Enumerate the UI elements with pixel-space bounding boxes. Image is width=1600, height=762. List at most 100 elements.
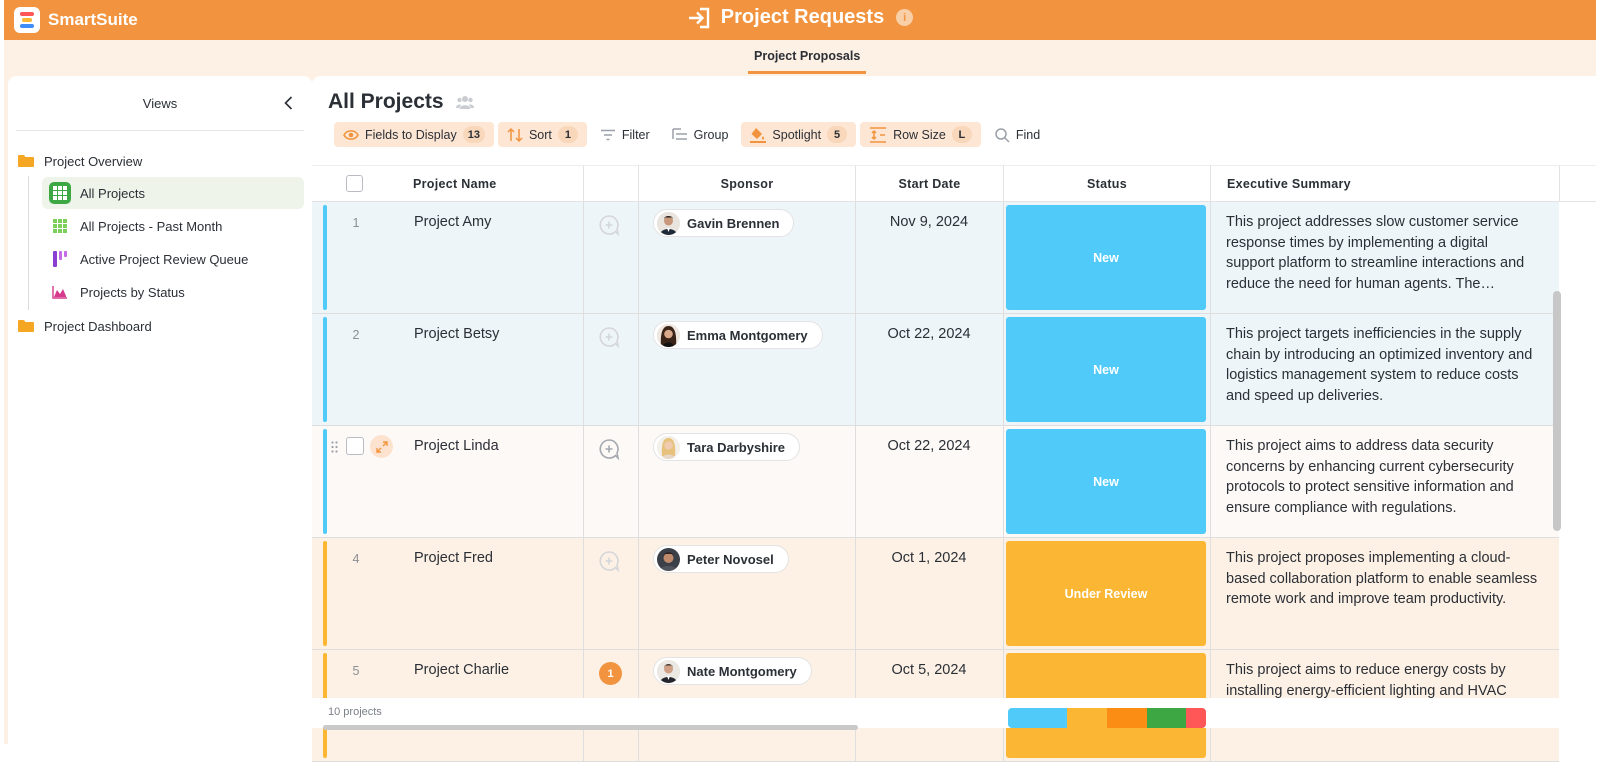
- extra-column-header: [1559, 165, 1596, 202]
- table-row[interactable]: 2 Project Betsy Emma Montgomery Oct 22, …: [312, 314, 1559, 426]
- sponsor-chip[interactable]: Gavin Brennen: [653, 209, 795, 237]
- views-header: Views: [16, 76, 304, 131]
- sponsor-chip[interactable]: Emma Montgomery: [653, 321, 823, 349]
- grid-view-icon: [49, 182, 71, 204]
- start-date[interactable]: Oct 22, 2024: [887, 326, 971, 342]
- spotlight-count-badge: 5: [827, 126, 848, 143]
- sort-label: Sort: [528, 127, 552, 142]
- spotlight-label: Spotlight: [772, 127, 822, 142]
- project-name[interactable]: Project Amy: [414, 214, 492, 230]
- expand-record-button[interactable]: [370, 435, 393, 458]
- select-all-checkbox[interactable]: [346, 175, 363, 192]
- row-number: 5: [352, 664, 360, 678]
- select-all-header: Project Name: [312, 165, 583, 202]
- status-badge[interactable]: Under Review: [1006, 541, 1206, 646]
- search-icon: [995, 127, 1010, 143]
- table-row[interactable]: Project Linda Tara Darbyshire Oct 22, 20…: [312, 426, 1559, 538]
- table-row[interactable]: 4 Project Fred Peter Novosel Oct 1, 2024…: [312, 538, 1559, 650]
- column-header-start-date[interactable]: Start Date: [855, 165, 1003, 202]
- status-distribution-segment: [1186, 708, 1206, 728]
- view-label: Active Project Review Queue: [80, 251, 249, 267]
- add-comment-icon[interactable]: [598, 550, 620, 572]
- sort-count-badge: 1: [557, 126, 578, 143]
- executive-summary[interactable]: This project proposes implementing a clo…: [1226, 550, 1538, 607]
- view-all-projects-past-month[interactable]: All Projects - Past Month: [42, 210, 304, 242]
- executive-summary[interactable]: This project targets inefficiencies in t…: [1226, 326, 1533, 404]
- column-header-status[interactable]: Status: [1003, 165, 1210, 202]
- sponsor-name: Emma Montgomery: [687, 327, 808, 343]
- sponsor-name: Gavin Brennen: [687, 215, 780, 231]
- row-color-bar: [323, 429, 327, 534]
- fields-to-display-button[interactable]: Fields to Display 13: [334, 122, 494, 147]
- group-label: Group: [693, 127, 729, 142]
- people-icon[interactable]: [455, 95, 474, 109]
- start-date[interactable]: Oct 22, 2024: [887, 438, 971, 454]
- project-name[interactable]: Project Linda: [414, 438, 499, 454]
- avatar: [657, 211, 680, 235]
- executive-summary[interactable]: This project addresses slow customer ser…: [1226, 214, 1525, 292]
- row-checkbox[interactable]: [346, 437, 364, 455]
- tree-line: [28, 176, 29, 310]
- column-header-project-name[interactable]: Project Name: [413, 176, 497, 191]
- comment-count-badge[interactable]: 1: [599, 662, 622, 685]
- executive-summary[interactable]: This project aims to address data securi…: [1226, 438, 1514, 516]
- records-grid: Project Name Sponsor Start Date Status E…: [312, 165, 1596, 762]
- sponsor-chip[interactable]: Nate Montgomery: [653, 657, 812, 685]
- filter-button[interactable]: Filter: [591, 122, 659, 147]
- sponsor-chip[interactable]: Tara Darbyshire: [653, 433, 801, 461]
- project-name[interactable]: Project Charlie: [414, 662, 510, 678]
- folder-project-dashboard[interactable]: Project Dashboard: [18, 315, 152, 337]
- start-date[interactable]: Oct 5, 2024: [891, 662, 967, 678]
- column-header-sponsor[interactable]: Sponsor: [638, 165, 855, 202]
- add-comment-icon[interactable]: [598, 438, 620, 460]
- sponsor-name: Tara Darbyshire: [687, 439, 786, 455]
- info-icon[interactable]: i: [896, 9, 914, 26]
- folder-icon: [18, 155, 34, 167]
- start-date[interactable]: Oct 1, 2024: [891, 550, 967, 566]
- project-name[interactable]: Project Betsy: [414, 326, 500, 342]
- avatar: [657, 659, 680, 683]
- kanban-view-icon: [49, 248, 71, 270]
- vertical-scrollbar[interactable]: [1553, 291, 1561, 531]
- app-title: Project Requests i: [4, 6, 1596, 29]
- status-distribution-segment: [1146, 708, 1187, 728]
- folder-project-overview[interactable]: Project Overview: [18, 150, 142, 172]
- status-badge[interactable]: New: [1006, 317, 1206, 422]
- page-title: All Projects: [328, 90, 474, 114]
- spotlight-button[interactable]: Spotlight 5: [741, 122, 857, 147]
- row-color-bar: [323, 541, 327, 646]
- brand[interactable]: SmartSuite: [14, 7, 138, 33]
- status-distribution-segment: [1008, 708, 1068, 728]
- solution-title: Project Requests: [720, 6, 885, 28]
- status-distribution-bar[interactable]: [1008, 708, 1206, 728]
- collapse-sidebar-button[interactable]: [280, 94, 296, 112]
- view-all-projects[interactable]: All Projects: [42, 177, 304, 209]
- executive-summary[interactable]: This project aims to reduce energy costs…: [1226, 662, 1507, 699]
- add-comment-icon[interactable]: [598, 214, 620, 236]
- horizontal-scrollbar[interactable]: [323, 725, 858, 730]
- row-number: 4: [352, 552, 360, 566]
- find-button[interactable]: Find: [985, 122, 1049, 147]
- sort-button[interactable]: Sort 1: [497, 122, 587, 147]
- row-size-badge: L: [951, 126, 972, 143]
- drag-handle-icon[interactable]: [331, 441, 338, 453]
- row-number: 2: [352, 328, 360, 342]
- group-button[interactable]: Group: [663, 122, 738, 147]
- status-badge[interactable]: New: [1006, 205, 1206, 310]
- column-header-executive-summary[interactable]: Executive Summary: [1210, 165, 1559, 202]
- expand-icon: [375, 440, 388, 453]
- start-date[interactable]: Nov 9, 2024: [889, 214, 969, 230]
- add-comment-icon[interactable]: [598, 326, 620, 348]
- avatar: [657, 435, 680, 459]
- row-size-button[interactable]: Row Size L: [860, 122, 981, 147]
- status-distribution-segment: [1067, 708, 1107, 728]
- table-row[interactable]: 1 Project Amy Gavin Brennen Nov 9, 2024 …: [312, 202, 1559, 314]
- project-name[interactable]: Project Fred: [414, 550, 493, 566]
- view-active-project-review-queue[interactable]: Active Project Review Queue: [42, 243, 304, 275]
- tab-project-proposals[interactable]: Project Proposals: [748, 40, 867, 74]
- view-projects-by-status[interactable]: Projects by Status: [42, 276, 304, 308]
- status-badge[interactable]: New: [1006, 429, 1206, 534]
- table-tabs: Project Proposals: [4, 40, 1596, 76]
- sponsor-chip[interactable]: Peter Novosel: [653, 545, 789, 573]
- view-label: Projects by Status: [80, 284, 185, 300]
